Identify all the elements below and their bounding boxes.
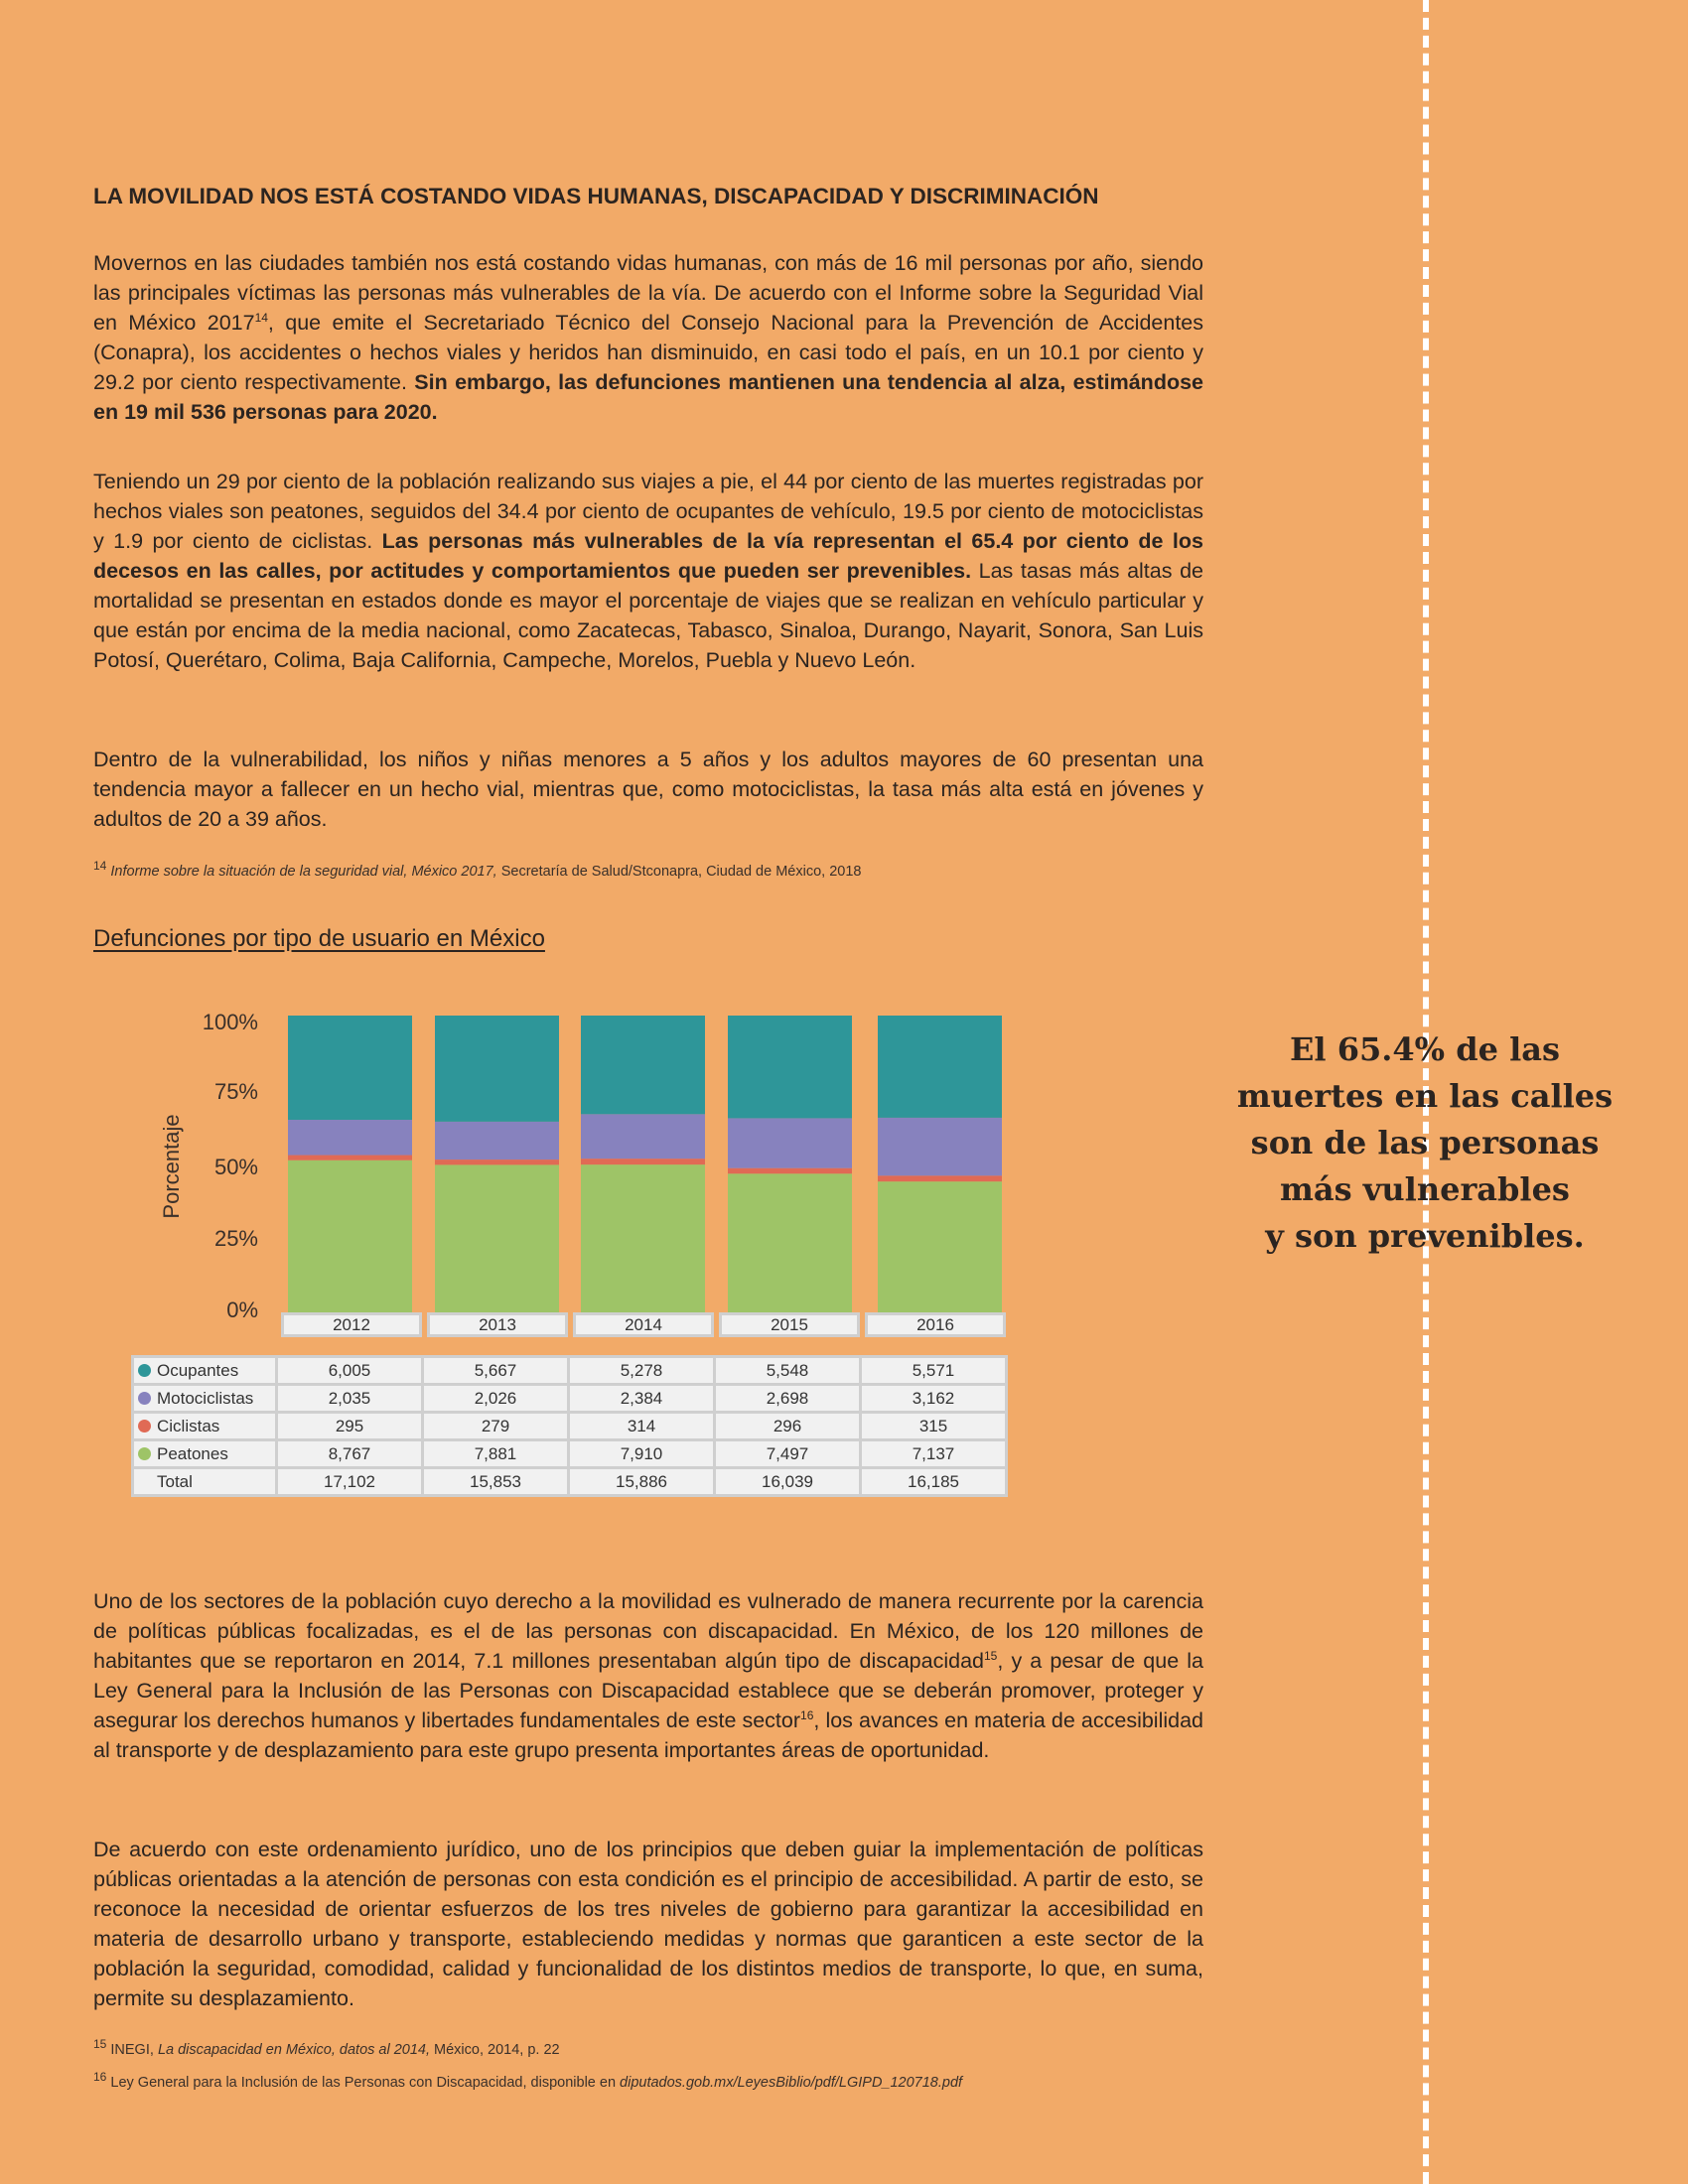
bar-segment-ocupantes-2016: [878, 1016, 1002, 1118]
paragraph-4: Uno de los sectores de la población cuyo…: [93, 1589, 1204, 1762]
bar-segment-motociclistas-2014: [581, 1114, 705, 1160]
legend-dot-icon: [138, 1363, 151, 1377]
legend-dot-icon: [138, 1446, 151, 1460]
footnote-14: 14 Informe sobre la situación de la segu…: [93, 859, 862, 880]
legend-label: Peatones: [157, 1443, 228, 1463]
data-table: Ocupantes 6,005 5,667 5,278 5,548 5,571 Motoci…: [131, 1355, 1008, 1497]
y-tick-label: 75%: [214, 1079, 258, 1104]
bar-segment-motociclistas-2016: [878, 1117, 1002, 1176]
y-tick-label: 25%: [214, 1226, 258, 1251]
table-cell: 314: [567, 1411, 716, 1441]
dashed-divider: [1423, 0, 1429, 2184]
table-cell: 5,278: [567, 1355, 716, 1386]
table-cell: 6,005: [275, 1355, 424, 1386]
table-cell: 5,571: [859, 1355, 1008, 1386]
table-row: Motociclistas 2,035 2,026 2,384 2,698 3,162: [131, 1383, 1008, 1414]
table-cell: 2,035: [275, 1383, 424, 1414]
bar-segment-ocupantes-2015: [728, 1016, 852, 1119]
table-cell: 315: [859, 1411, 1008, 1441]
callout-line: El 65.4% de las: [1290, 1030, 1560, 1068]
bar-segment-ocupantes-2013: [435, 1016, 559, 1122]
callout-line: más vulnerables: [1280, 1170, 1570, 1208]
x-category-label: 2016: [865, 1312, 1006, 1337]
table-cell: 7,137: [859, 1438, 1008, 1469]
y-tick-label: 100%: [203, 1010, 258, 1034]
bar-segment-ocupantes-2014: [581, 1016, 705, 1115]
x-category-label: 2012: [281, 1312, 422, 1337]
table-cell: 296: [713, 1411, 862, 1441]
table-cell: 2,026: [421, 1383, 570, 1414]
legend-cell: Peatones: [131, 1438, 278, 1469]
stacked-bar-chart: 100% 75% 50% 25% 0% Porcentaje: [159, 1010, 1002, 1322]
callout-line: y son prevenibles.: [1265, 1217, 1585, 1255]
y-tick-label: 50%: [214, 1155, 258, 1179]
legend-label: Motociclistas: [157, 1388, 254, 1408]
paragraph-3: Dentro de la vulnerabilidad, los niños y…: [93, 748, 1203, 831]
y-tick-label: 0%: [226, 1297, 258, 1322]
bar-segment-ciclistas-2012: [288, 1155, 412, 1160]
bar-segment-ciclistas-2015: [728, 1167, 852, 1174]
legend-cell: Motociclistas: [131, 1383, 278, 1414]
bar-segment-peatones-2016: [878, 1181, 1002, 1312]
bar-segment-motociclistas-2012: [288, 1119, 412, 1156]
footnote-16: 16 Ley General para la Inclusión de las …: [93, 2070, 963, 2091]
bar-segment-peatones-2015: [728, 1173, 852, 1312]
paragraph-2: Teniendo un 29 por ciento de la població…: [93, 470, 1203, 672]
section-heading: LA MOVILIDAD NOS ESTÁ COSTANDO VIDAS HUM…: [93, 184, 1099, 208]
table-row: Ciclistas 295 279 314 296 315: [131, 1411, 1008, 1441]
table-cell: 2,698: [713, 1383, 862, 1414]
table-cell: 15,853: [421, 1466, 570, 1497]
table-cell: 279: [421, 1411, 570, 1441]
legend-dot-icon: [138, 1475, 151, 1488]
bar-segment-peatones-2013: [435, 1164, 559, 1312]
table-cell: 2,384: [567, 1383, 716, 1414]
table-row: Ocupantes 6,005 5,667 5,278 5,548 5,571: [131, 1355, 1008, 1386]
bar-segment-motociclistas-2013: [435, 1121, 559, 1160]
callout-line: muertes en las calles: [1236, 1077, 1614, 1115]
table-cell: 8,767: [275, 1438, 424, 1469]
legend-cell: Ciclistas: [131, 1411, 278, 1441]
callout-quote: El 65.4% de las muertes en las calles son …: [1221, 1026, 1628, 1260]
callout-line: son de las personas: [1250, 1124, 1600, 1161]
table-row: Peatones 8,767 7,881 7,910 7,497 7,137: [131, 1438, 1008, 1469]
table-cell: 7,881: [421, 1438, 570, 1469]
x-category-label: 2013: [427, 1312, 568, 1337]
footnote-15: 15 INEGI, La discapacidad en México, dat…: [93, 2037, 560, 2058]
table-cell: 17,102: [275, 1466, 424, 1497]
paragraph-1: Movernos en las ciudades también nos est…: [93, 251, 1203, 424]
table-row: Total 17,102 15,853 15,886 16,039 16,185: [131, 1466, 1008, 1497]
bar-segment-peatones-2014: [581, 1164, 705, 1312]
table-cell: 7,910: [567, 1438, 716, 1469]
paragraph-5: De acuerdo con este ordenamiento jurídic…: [93, 1838, 1203, 2010]
x-category-label: 2014: [573, 1312, 714, 1337]
legend-dot-icon: [138, 1391, 151, 1405]
table-cell: 16,039: [713, 1466, 862, 1497]
table-cell: 295: [275, 1411, 424, 1441]
table-cell: 16,185: [859, 1466, 1008, 1497]
bar-segment-ocupantes-2012: [288, 1016, 412, 1120]
legend-label: Total: [157, 1471, 193, 1491]
bar-segment-ciclistas-2016: [878, 1175, 1002, 1182]
bar-segment-ciclistas-2014: [581, 1159, 705, 1165]
chart-title: Defunciones por tipo de usuario en Méxic…: [93, 925, 545, 952]
bar-segment-peatones-2012: [288, 1160, 412, 1312]
table-cell: 7,497: [713, 1438, 862, 1469]
legend-dot-icon: [138, 1419, 151, 1433]
y-axis-label: Porcentaje: [159, 1114, 184, 1218]
legend-cell: Ocupantes: [131, 1355, 278, 1386]
table-cell: 5,548: [713, 1355, 862, 1386]
legend-cell: Total: [131, 1466, 278, 1497]
table-cell: 3,162: [859, 1383, 1008, 1414]
x-category-label: 2015: [719, 1312, 860, 1337]
table-cell: 5,667: [421, 1355, 570, 1386]
legend-label: Ciclistas: [157, 1416, 220, 1435]
bar-segment-ciclistas-2013: [435, 1160, 559, 1165]
table-cell: 15,886: [567, 1466, 716, 1497]
bar-segment-motociclistas-2015: [728, 1118, 852, 1168]
legend-label: Ocupantes: [157, 1360, 239, 1380]
